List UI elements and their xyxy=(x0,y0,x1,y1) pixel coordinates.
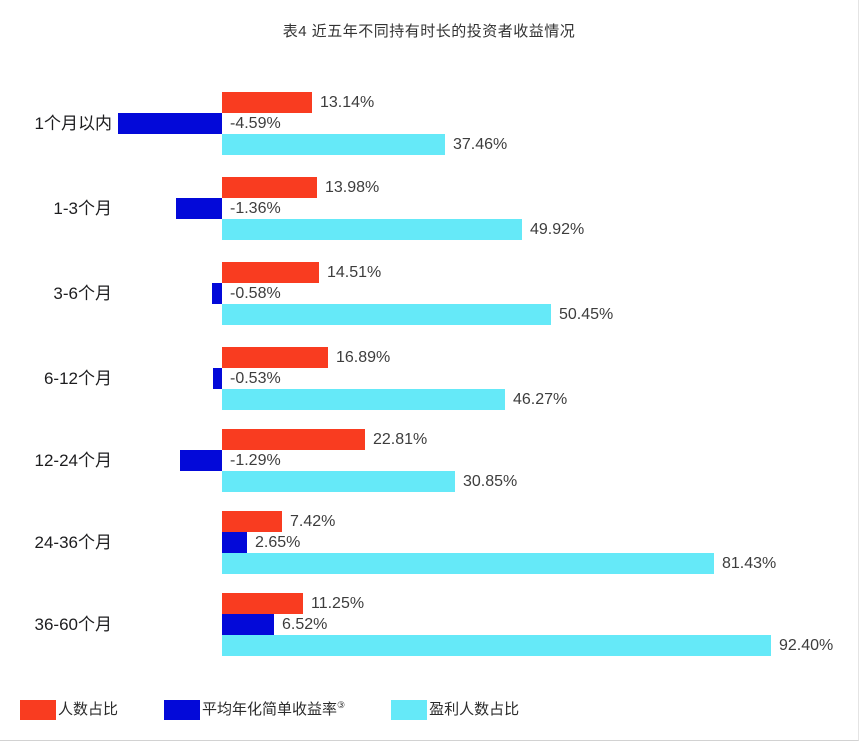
category-label: 6-12个月 xyxy=(43,369,112,388)
value-label-profitable-investor-share: 92.40% xyxy=(779,637,834,654)
bar-investor-share xyxy=(222,593,303,614)
value-label-avg-annualized-simple-return: -1.29% xyxy=(230,452,281,469)
bar-investor-share xyxy=(222,92,312,113)
value-label-profitable-investor-share: 81.43% xyxy=(722,555,777,572)
value-label-avg-annualized-simple-return: 2.65% xyxy=(255,534,301,551)
value-label-investor-share: 14.51% xyxy=(327,264,382,281)
bar-avg-annualized-simple-return xyxy=(118,113,222,134)
bar-profitable-investor-share xyxy=(222,304,551,325)
value-label-investor-share: 22.81% xyxy=(373,431,428,448)
value-label-avg-annualized-simple-return: -1.36% xyxy=(230,200,281,217)
legend-item-investor-share: 人数占比 xyxy=(20,700,118,720)
legend-item-profitable-investor-share: 盈利人数占比 xyxy=(391,700,519,720)
legend-label-superscript: ③ xyxy=(337,700,346,710)
value-label-profitable-investor-share: 49.92% xyxy=(530,221,585,238)
legend-item-avg-annualized-simple-return: 平均年化简单收益率③ xyxy=(164,700,345,720)
value-label-investor-share: 7.42% xyxy=(290,513,336,530)
value-label-investor-share: 13.14% xyxy=(320,94,375,111)
legend-swatch-avg-annualized-simple-return xyxy=(164,700,201,720)
bar-investor-share xyxy=(222,429,365,450)
value-label-profitable-investor-share: 50.45% xyxy=(559,306,614,323)
legend: 人数占比 平均年化简单收益率③ 盈利人数占比 xyxy=(20,700,519,720)
category-label: 24-36个月 xyxy=(34,533,112,552)
bar-avg-annualized-simple-return xyxy=(213,368,222,389)
bar-profitable-investor-share xyxy=(222,553,714,574)
category-label: 36-60个月 xyxy=(34,615,112,634)
legend-swatch-profitable-investor-share xyxy=(391,700,428,720)
bar-avg-annualized-simple-return xyxy=(222,532,247,553)
category-label: 1个月以内 xyxy=(34,114,112,133)
value-label-avg-annualized-simple-return: -0.58% xyxy=(230,285,281,302)
bar-profitable-investor-share xyxy=(222,471,455,492)
legend-label-avg-annualized-simple-return: 平均年化简单收益率③ xyxy=(202,700,346,719)
value-label-profitable-investor-share: 37.46% xyxy=(453,136,508,153)
bar-avg-annualized-simple-return xyxy=(180,450,222,471)
bar-investor-share xyxy=(222,511,282,532)
value-label-investor-share: 13.98% xyxy=(325,179,380,196)
bar-profitable-investor-share xyxy=(222,389,505,410)
legend-label-profitable-investor-share: 盈利人数占比 xyxy=(429,701,520,718)
value-label-avg-annualized-simple-return: -4.59% xyxy=(230,115,281,132)
bar-avg-annualized-simple-return xyxy=(222,614,274,635)
value-label-profitable-investor-share: 30.85% xyxy=(463,473,518,490)
value-label-avg-annualized-simple-return: -0.53% xyxy=(230,370,281,387)
value-label-avg-annualized-simple-return: 6.52% xyxy=(282,616,328,633)
category-label: 1-3个月 xyxy=(53,199,112,218)
category-label: 3-6个月 xyxy=(53,284,112,303)
bar-investor-share xyxy=(222,347,328,368)
bar-avg-annualized-simple-return xyxy=(212,283,222,304)
value-label-investor-share: 16.89% xyxy=(336,349,391,366)
bar-profitable-investor-share xyxy=(222,635,771,656)
value-label-investor-share: 11.25% xyxy=(311,595,365,612)
bar-profitable-investor-share xyxy=(222,219,522,240)
category-label: 12-24个月 xyxy=(34,451,112,470)
bar-profitable-investor-share xyxy=(222,134,445,155)
legend-label-investor-share: 人数占比 xyxy=(58,701,119,718)
bar-investor-share xyxy=(222,177,317,198)
legend-swatch-investor-share xyxy=(20,700,56,720)
value-label-profitable-investor-share: 46.27% xyxy=(513,391,568,408)
bar-investor-share xyxy=(222,262,319,283)
bar-avg-annualized-simple-return xyxy=(176,198,222,219)
chart-title: 表4 近五年不同持有时长的投资者收益情况 xyxy=(282,23,576,40)
